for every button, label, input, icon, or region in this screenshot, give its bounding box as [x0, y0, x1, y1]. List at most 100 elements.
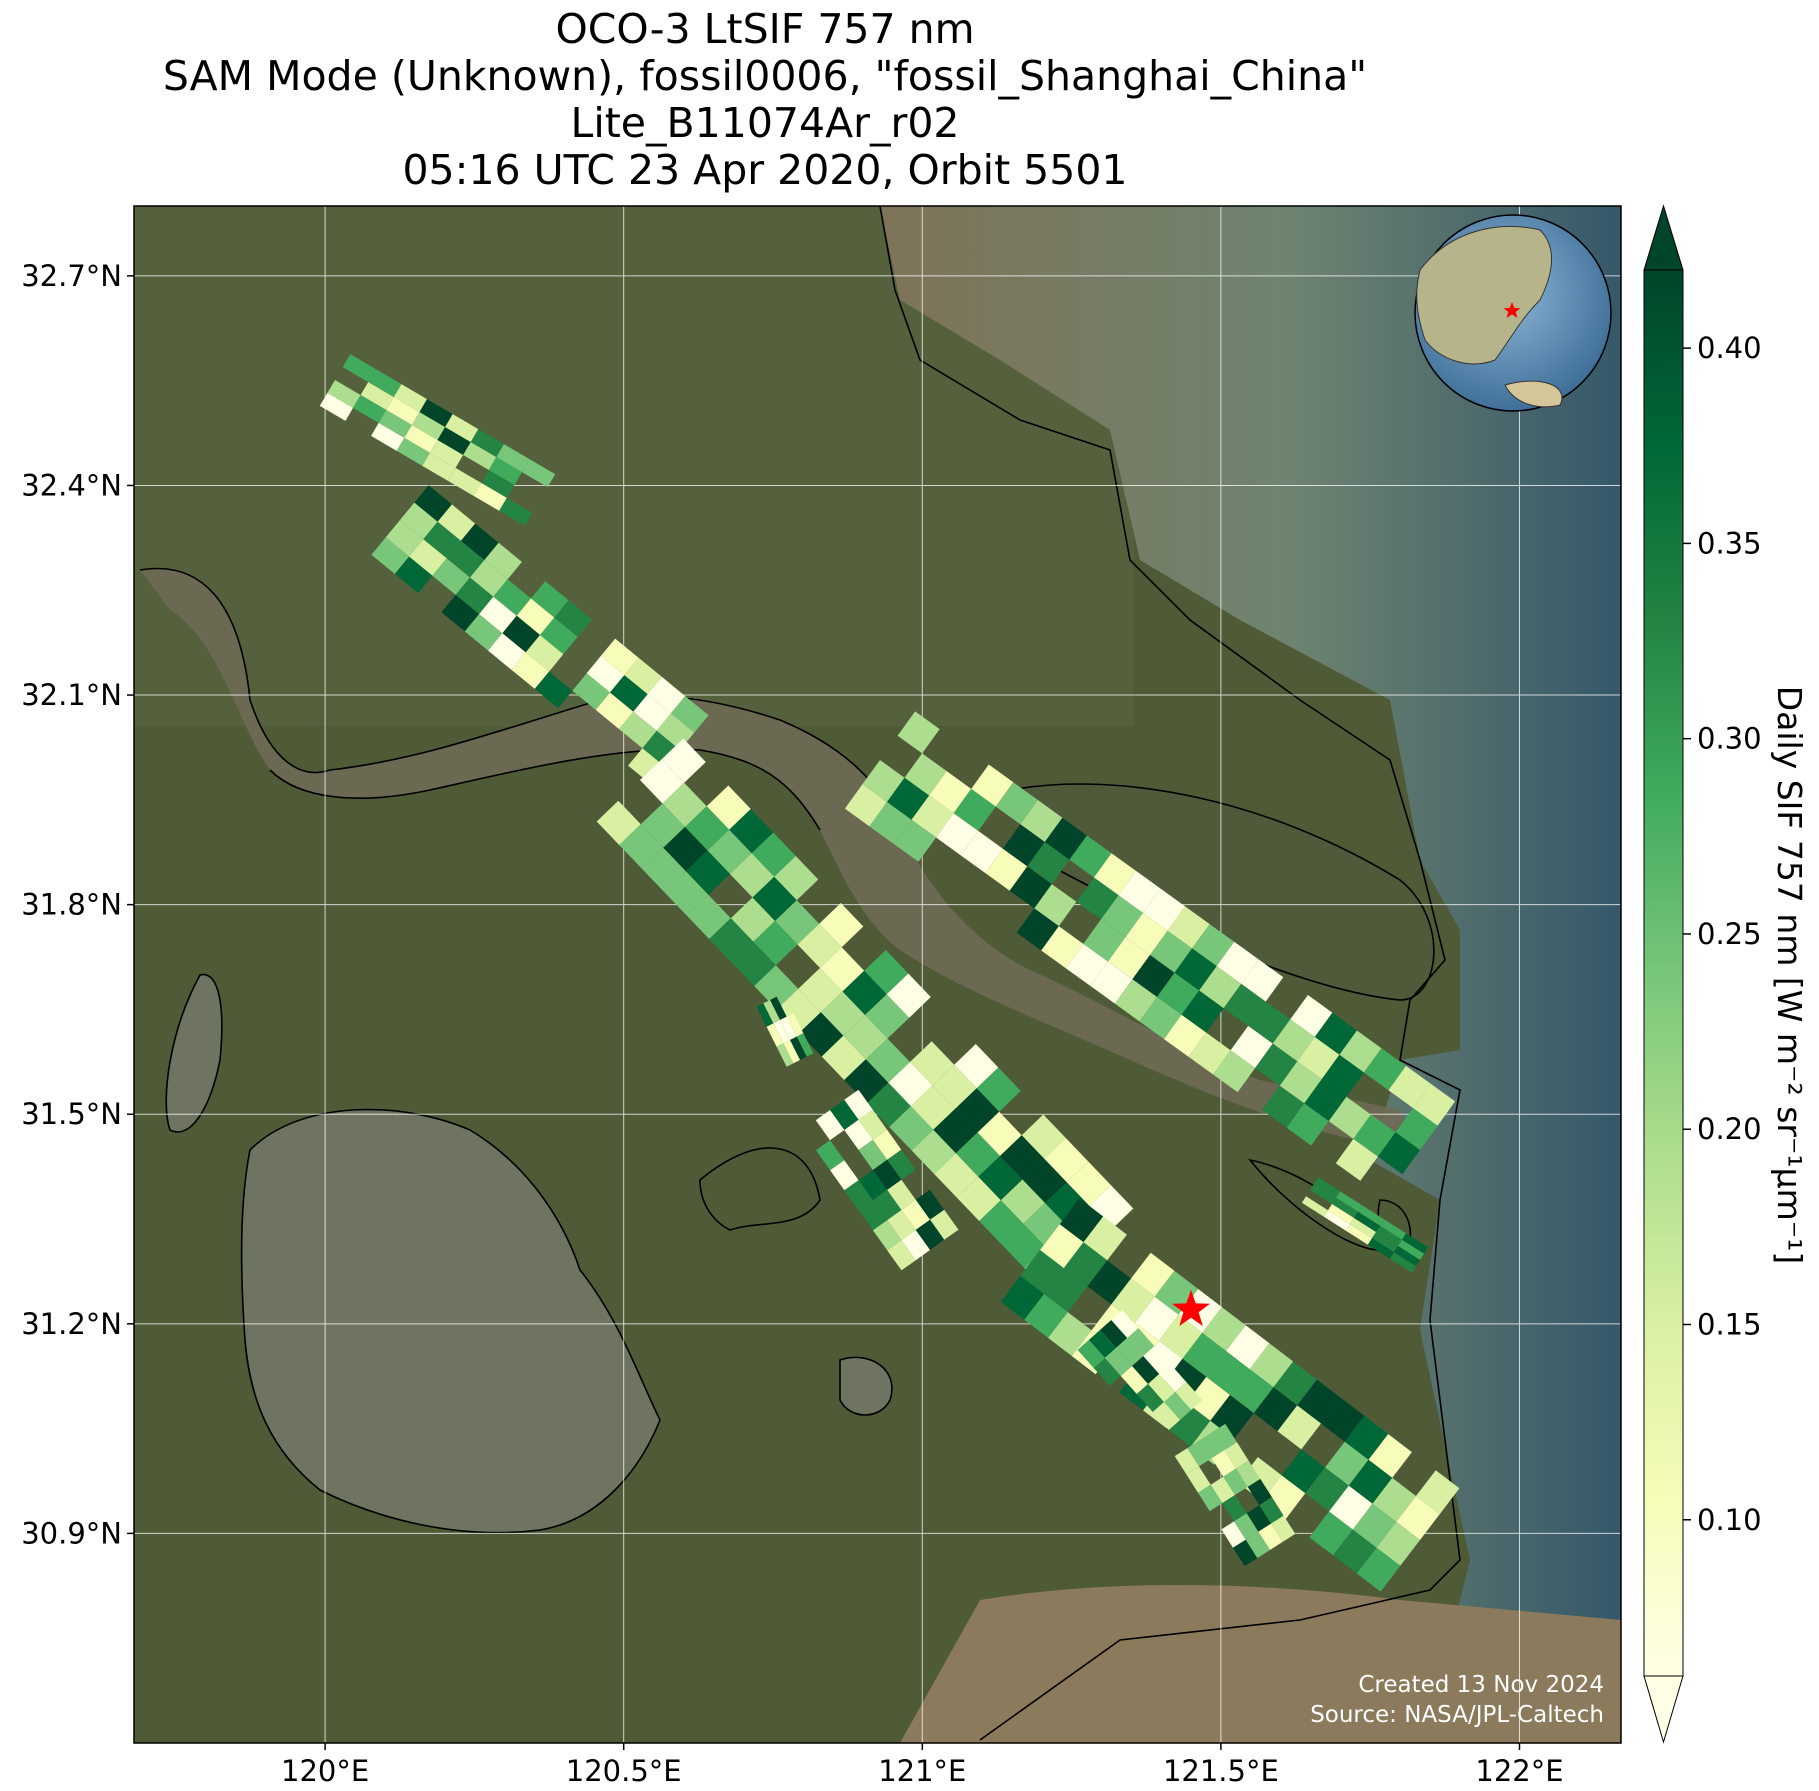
- sif-cell: [894, 819, 937, 862]
- sif-cell: [1158, 1314, 1203, 1359]
- sif-cell: [786, 1013, 804, 1037]
- sif-cell: [796, 1033, 814, 1057]
- colorbar-ticks: 0.10 0.15 0.20 0.25 0.30 0.35 0.40: [1683, 331, 1762, 1537]
- sif-cell: [371, 422, 405, 451]
- sif-cell: [640, 759, 685, 804]
- sif-cell: [775, 900, 820, 945]
- sif-cell: [1363, 1048, 1406, 1091]
- sif-cell: [1069, 835, 1112, 878]
- sif-cell: [797, 923, 842, 968]
- sif-cell: [1083, 919, 1126, 962]
- sif-cell: [1277, 1405, 1321, 1450]
- sif-cell: [1066, 1161, 1111, 1206]
- sif-cell: [633, 694, 671, 731]
- sif-cell: [664, 871, 709, 916]
- sif-cell: [1065, 943, 1108, 986]
- sif-cell: [1131, 1252, 1175, 1297]
- hangzhou-bay: [900, 1585, 1621, 1743]
- sif-cell: [1262, 1085, 1305, 1128]
- colorbar-tick-label: 0.10: [1697, 1503, 1762, 1537]
- sif-cell: [936, 813, 979, 856]
- sif-cell: [729, 809, 774, 854]
- sif-cell: [1234, 1513, 1259, 1540]
- sif-cell: [1167, 906, 1210, 949]
- sif-cell: [1413, 1083, 1456, 1126]
- sif-cell: [915, 1189, 945, 1220]
- sif-cell: [1120, 1366, 1148, 1394]
- sif-cell: [619, 711, 657, 749]
- sif-cell: [619, 824, 664, 869]
- sif-cell: [600, 638, 639, 676]
- sif-cell: [1150, 930, 1193, 973]
- sif-cell: [488, 633, 526, 670]
- sif-cell: [595, 692, 634, 730]
- sif-cell: [770, 996, 787, 1020]
- sif-cell: [1181, 990, 1224, 1033]
- sif-cell: [1188, 1032, 1231, 1075]
- sif-cell: [1395, 1108, 1438, 1150]
- sif-soundings: [319, 354, 1460, 1592]
- sif-cell: [554, 600, 592, 637]
- sif-cell: [1354, 1211, 1380, 1232]
- credit-created: Created 13 Nov 2024: [1358, 1672, 1604, 1698]
- sif-cell: [409, 539, 447, 576]
- sif-cell: [1139, 997, 1182, 1040]
- sif-cell: [1333, 1529, 1377, 1574]
- sif-cell: [685, 806, 730, 851]
- sif-cell: [887, 1179, 916, 1210]
- sif-cell: [1402, 1233, 1429, 1254]
- sif-cell: [783, 1040, 800, 1064]
- sif-cell: [776, 1043, 794, 1067]
- sif-cell: [730, 853, 775, 898]
- sif-cell: [1125, 913, 1168, 955]
- sif-cell: [1241, 959, 1284, 1002]
- sif-cell: [773, 1020, 790, 1044]
- sif-cell: [1044, 817, 1087, 860]
- sif-cell: [887, 1240, 916, 1271]
- sif-cell: [897, 711, 940, 754]
- sif-cell: [929, 771, 972, 814]
- title-line-2: SAM Mode (Unknown), fossil0006, "fossil_…: [162, 52, 1368, 100]
- sif-cell: [610, 675, 648, 712]
- sif-cell: [844, 1089, 873, 1120]
- sif-cell: [662, 782, 707, 827]
- sif-cell: [1332, 1197, 1358, 1218]
- sif-cell: [1090, 961, 1133, 1004]
- sif-cell: [1063, 1242, 1108, 1287]
- sif-cell: [1186, 1466, 1211, 1493]
- sif-cell: [1164, 1392, 1192, 1420]
- sif-cell: [790, 1036, 807, 1060]
- sif-cell: [888, 1062, 933, 1107]
- sif-cell: [502, 615, 540, 653]
- sif-cell: [864, 950, 909, 995]
- colorbar-tick-label: 0.40: [1697, 331, 1762, 365]
- sif-cell: [685, 850, 730, 895]
- sif-cell: [1089, 1185, 1134, 1230]
- sif-cell: [1118, 870, 1161, 913]
- colorbar-tick-label: 0.20: [1697, 1112, 1762, 1146]
- sif-cell: [400, 502, 438, 540]
- sif-cell: [865, 1038, 910, 1083]
- sif-cell: [1016, 908, 1059, 951]
- sif-cell: [1104, 1348, 1132, 1376]
- sif-cell: [1136, 1384, 1164, 1412]
- sif-cell: [641, 847, 686, 892]
- sif-cell: [534, 671, 573, 709]
- sif-cell: [1212, 1423, 1237, 1451]
- sif-cell: [540, 617, 578, 655]
- sif-cell: [470, 429, 504, 458]
- sif-cell: [1336, 1191, 1363, 1212]
- sif-cell: [731, 941, 776, 986]
- sif-cell: [396, 437, 430, 466]
- sif-cell: [820, 991, 865, 1036]
- sif-cell: [774, 856, 819, 901]
- sif-cell: [977, 1111, 1022, 1156]
- sif-cell: [889, 1106, 934, 1151]
- sif-cell: [1200, 1431, 1225, 1459]
- sif-cell: [511, 652, 550, 689]
- sif-cell: [995, 782, 1038, 825]
- sif-cell: [872, 1220, 902, 1251]
- globe-target-icon: [1503, 302, 1521, 318]
- sif-cell: [887, 1210, 916, 1241]
